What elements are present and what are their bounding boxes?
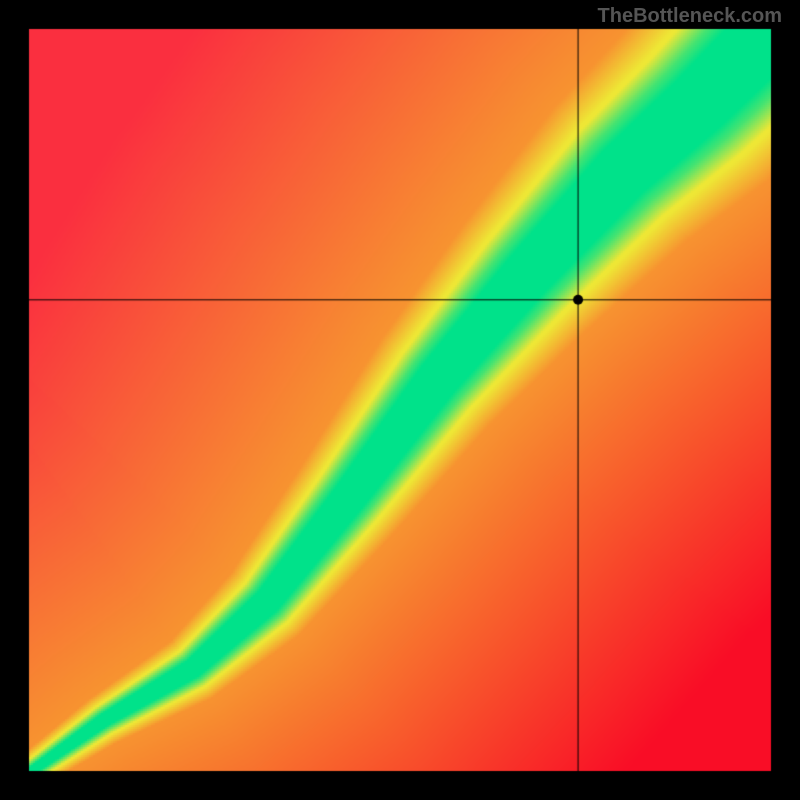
chart-container: TheBottleneck.com bbox=[0, 0, 800, 800]
bottleneck-heatmap bbox=[0, 0, 800, 800]
watermark-text: TheBottleneck.com bbox=[598, 5, 782, 28]
